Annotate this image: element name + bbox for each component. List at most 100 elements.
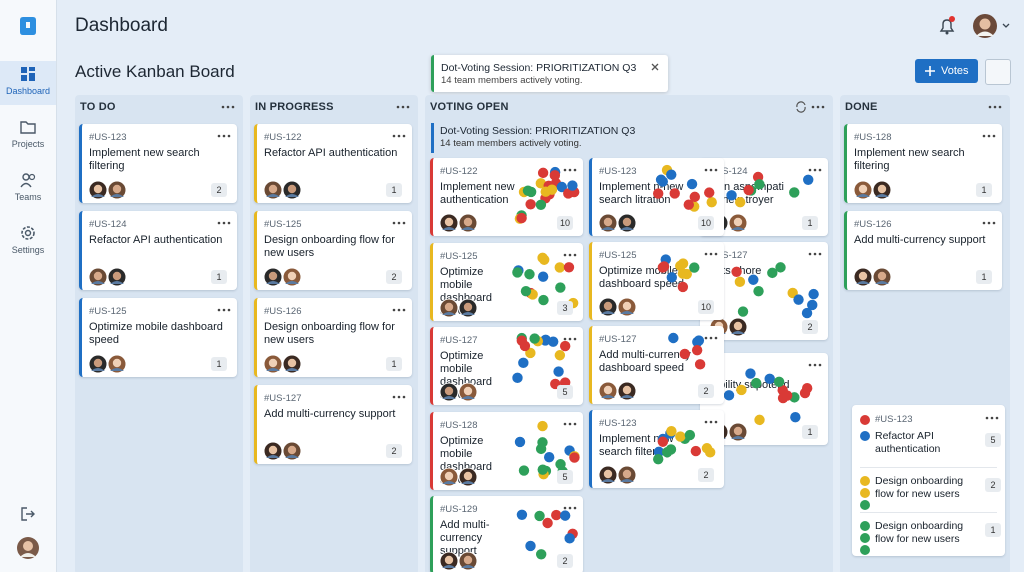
card-id: #US-123	[89, 132, 127, 143]
card[interactable]: #US-125 Optimize mobile dashboard speed 10	[589, 242, 724, 320]
nav-item[interactable]: Teams	[0, 167, 56, 211]
card[interactable]: #US-126 Add multi-currency support 1	[844, 211, 1002, 290]
more-button[interactable]	[985, 59, 1011, 85]
vote-count: 2	[802, 320, 818, 334]
avatar-group	[264, 181, 302, 199]
menu-icon[interactable]	[811, 104, 825, 110]
sync-icon[interactable]	[795, 101, 807, 113]
menu-icon[interactable]	[392, 394, 406, 400]
menu-icon[interactable]	[217, 220, 231, 226]
card-id: #US-126	[854, 219, 892, 230]
profile-menu[interactable]	[972, 13, 1012, 39]
card[interactable]: #US-122 Implement new authentication 10	[430, 158, 583, 236]
avatar-group	[854, 268, 892, 286]
notification-bell[interactable]	[936, 15, 958, 37]
vote-count: 1	[802, 216, 818, 230]
menu-icon[interactable]	[563, 421, 577, 427]
card[interactable]: #US-129 Add multi-currency support 2	[430, 496, 583, 572]
menu-icon[interactable]	[704, 335, 718, 341]
logout-icon[interactable]	[19, 505, 37, 523]
card[interactable]: #US-128 Implement new search filtering 1	[844, 124, 1002, 203]
vote-dots	[723, 368, 813, 426]
popup-item-title: Design onboarding flow for new users	[875, 475, 964, 500]
vote-dots	[516, 509, 578, 560]
menu-icon[interactable]	[808, 251, 822, 257]
vote-dots	[653, 425, 716, 465]
nav-item[interactable]: Dashboard	[0, 61, 56, 105]
card[interactable]: #US-126 Design onboarding flow for new us…	[254, 298, 412, 377]
vote-dots	[652, 164, 717, 212]
menu-icon[interactable]	[704, 251, 718, 257]
menu-icon[interactable]	[988, 104, 1002, 110]
logo	[20, 17, 36, 35]
avatar-group	[440, 467, 478, 486]
column-title: TO DO	[80, 101, 116, 113]
menu-icon[interactable]	[221, 104, 235, 110]
card[interactable]: #US-125 Optimize mobile dashboard speed 1	[79, 298, 237, 377]
menu-icon[interactable]	[563, 336, 577, 342]
avatar-group	[264, 442, 302, 460]
menu-icon[interactable]	[392, 307, 406, 313]
vote-count: 1	[976, 270, 992, 284]
card-title: Refactor API authentication	[89, 234, 223, 246]
popup-item-title: Design onboarding flow for new users	[875, 520, 964, 545]
board-title: Active Kanban Board	[75, 62, 235, 81]
menu-icon[interactable]	[704, 167, 718, 173]
menu-icon[interactable]	[217, 133, 231, 139]
card[interactable]: #US-122 Refactor API authentication 1	[254, 124, 412, 203]
menu-icon[interactable]	[563, 505, 577, 511]
nav-item[interactable]: Settings	[0, 220, 56, 264]
menu-icon[interactable]	[563, 252, 577, 258]
page-title: Dashboard	[75, 15, 168, 36]
vote-count: 5	[557, 469, 573, 484]
column-title: VOTING OPEN	[430, 101, 509, 113]
vote-count: 1	[386, 357, 402, 371]
card-id: #US-126	[264, 306, 302, 317]
card[interactable]: #US-123 Implement new search filtering 2	[589, 410, 724, 488]
toast-close[interactable]	[650, 62, 660, 72]
card[interactable]: #US-123 Implement new search filtering 2	[79, 124, 237, 203]
nav-item[interactable]: Projects	[0, 114, 56, 158]
vote-count: 2	[698, 384, 714, 398]
card[interactable]: #US-127 Add multi-currency dashboard spee…	[589, 326, 724, 404]
menu-icon[interactable]	[704, 419, 718, 425]
card-id: #US-125	[599, 250, 637, 261]
vote-count: 1	[211, 270, 227, 284]
menu-icon[interactable]	[985, 415, 999, 421]
card[interactable]: #US-123 Implement n-new search litration 1…	[589, 158, 724, 236]
menu-icon[interactable]	[808, 167, 822, 173]
menu-icon[interactable]	[982, 133, 996, 139]
menu-icon[interactable]	[392, 220, 406, 226]
card-title: Optimize mobile dashboard speed	[89, 321, 223, 346]
toast-subtitle: 14 team members actively voting.	[441, 75, 583, 86]
card-title: Implement new search filtering	[854, 147, 965, 172]
vote-dots	[514, 420, 580, 479]
card-title: Implement n-new search litration	[599, 181, 684, 206]
divider	[860, 467, 997, 468]
menu-icon[interactable]	[982, 220, 996, 226]
vote-count: 10	[698, 300, 714, 314]
menu-icon[interactable]	[563, 167, 577, 173]
menu-icon[interactable]	[396, 104, 410, 110]
avatar-group	[440, 383, 478, 401]
user-avatar[interactable]	[17, 537, 39, 559]
card[interactable]: #US-124 Refactor API authentication 1	[79, 211, 237, 290]
card-id: #US-122	[440, 166, 478, 177]
popup-item-count: 1	[985, 523, 1001, 537]
vote-count: 10	[557, 216, 573, 230]
card[interactable]: #US-127 Add multi-currency support 2	[254, 385, 412, 464]
menu-icon[interactable]	[217, 307, 231, 313]
menu-icon[interactable]	[808, 362, 822, 368]
popup-dots	[860, 521, 870, 555]
vote-count: 3	[557, 300, 573, 315]
vote-count: 2	[386, 444, 402, 458]
banner-subtitle: 14 team members actively voting.	[440, 138, 582, 149]
avatar-group	[599, 466, 637, 484]
card[interactable]: #US-125 Design onboarding flow for new us…	[254, 211, 412, 290]
menu-icon[interactable]	[392, 133, 406, 139]
votes-button[interactable]: Votes	[915, 59, 978, 83]
